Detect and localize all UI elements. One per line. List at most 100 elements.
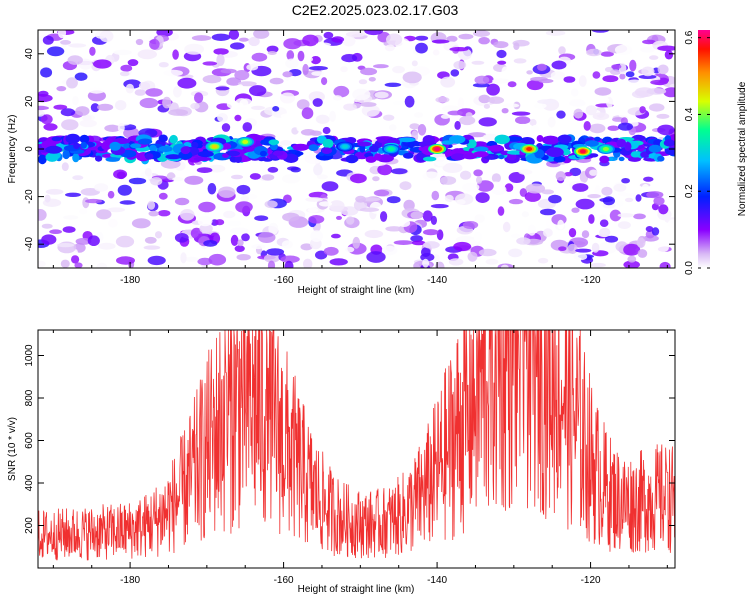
heatmap-band-blob	[618, 156, 625, 162]
heatmap-blob	[592, 71, 601, 79]
heatmap-blob	[174, 233, 189, 243]
heatmap-blob	[230, 234, 239, 246]
colorbar-tick-label: 0.0	[684, 261, 695, 275]
heatmap-blob	[155, 231, 162, 239]
heatmap-blob	[642, 39, 656, 45]
heatmap-blob	[147, 255, 166, 266]
heatmap-band-blob	[62, 149, 70, 160]
y-tick-label: 600	[24, 432, 35, 449]
heatmap-panel: -180 -160 -140 -120 -40 -20 0 20 40 Height of st…	[7, 29, 676, 296]
heatmap-blob	[657, 124, 675, 136]
heatmap-blob	[280, 140, 292, 146]
heatmap-blob	[321, 77, 328, 86]
heatmap-blob	[538, 78, 554, 84]
colorbar-tick-label: 0.6	[684, 30, 695, 44]
heatmap-blob	[267, 166, 279, 173]
heatmap-blob	[41, 223, 53, 229]
heatmap-blob	[280, 255, 300, 263]
heatmap-blob	[323, 31, 334, 39]
heatmap-band-blob	[95, 155, 103, 162]
heatmap-blob	[548, 194, 562, 204]
heatmap-band-blob	[45, 145, 63, 154]
heatmap-blob	[329, 200, 345, 212]
heatmap-blob	[588, 214, 595, 224]
heatmap-hotspot	[242, 139, 249, 144]
heatmap-blob	[656, 113, 670, 119]
heatmap-blob	[360, 102, 377, 107]
y-tick-label: 400	[24, 474, 35, 491]
heatmap-blob	[558, 246, 567, 251]
heatmap-blob	[641, 183, 650, 193]
heatmap-blob	[310, 230, 324, 242]
heatmap-blob	[502, 103, 520, 108]
heatmap-band-blob	[506, 150, 524, 155]
heatmap-blob	[331, 36, 345, 43]
heatmap-blob	[220, 68, 237, 74]
heatmap-blob	[658, 204, 669, 215]
heatmap-blob	[280, 113, 298, 119]
heatmap-blob	[508, 172, 525, 183]
heatmap-axes: -180 -160 -140 -120 -40 -20 0 20 40	[24, 30, 675, 286]
heatmap-band-blob	[227, 150, 240, 157]
heatmap-blob	[508, 198, 524, 205]
y-tick-label: 200	[24, 517, 35, 534]
heatmap-blob	[626, 79, 643, 85]
heatmap-blob	[402, 71, 422, 84]
heatmap-blob	[501, 108, 509, 114]
heatmap-blob	[459, 115, 476, 126]
heatmap-blob	[147, 200, 156, 210]
heatmap-blob	[112, 119, 132, 126]
heatmap-blob	[300, 129, 316, 136]
heatmap-blob	[197, 215, 213, 227]
heatmap-blob	[524, 191, 541, 202]
heatmap-blob	[422, 171, 440, 181]
heatmap-blob	[44, 194, 51, 203]
heatmap-blob	[567, 243, 578, 254]
heatmap-blob	[657, 64, 669, 75]
heatmap-blob	[465, 112, 473, 118]
heatmap-blob	[63, 215, 79, 220]
heatmap-band-blob	[630, 151, 641, 158]
heatmap-blob	[650, 79, 668, 85]
heatmap-blob	[88, 87, 105, 94]
heatmap-blob	[563, 76, 576, 83]
heatmap-blob	[180, 252, 187, 264]
heatmap-blob	[73, 162, 93, 168]
heatmap-blob	[72, 175, 84, 181]
colorbar-gradient	[698, 30, 710, 268]
heatmap-blob	[208, 253, 227, 266]
heatmap-blob	[643, 176, 654, 182]
heatmap-blob	[207, 183, 217, 195]
heatmap-blob	[561, 35, 570, 44]
heatmap-blob	[430, 215, 437, 225]
heatmap-blob	[266, 45, 279, 53]
heatmap-blob	[516, 237, 531, 245]
heatmap-blob	[430, 204, 449, 209]
heatmap-blob	[502, 221, 511, 233]
heatmap-blob	[46, 46, 65, 57]
heatmap-blob	[611, 64, 622, 70]
heatmap-blob	[61, 162, 69, 172]
heatmap-blob	[38, 105, 49, 111]
heatmap-blob	[456, 199, 466, 205]
heatmap-blob	[85, 198, 103, 204]
heatmap-blob	[578, 75, 587, 87]
heatmap-blob	[174, 197, 190, 206]
heatmap-blob	[337, 46, 344, 52]
heatmap-band-blob	[283, 153, 299, 163]
heatmap-blob	[296, 99, 310, 110]
heatmap-blob	[221, 123, 231, 132]
heatmap-blob	[184, 256, 199, 262]
heatmap-blob	[272, 106, 280, 112]
heatmap-blob	[83, 175, 99, 187]
heatmap-blob	[449, 47, 469, 52]
heatmap-blob	[640, 46, 655, 53]
heatmap-band-blob	[322, 138, 334, 149]
heatmap-blob	[340, 66, 348, 73]
heatmap-band-blob	[498, 154, 505, 160]
heatmap-band-blob	[536, 135, 544, 142]
heatmap-blob	[471, 60, 485, 65]
colorbar-label: Normalized spectral amplitude	[737, 81, 748, 216]
heatmap-blob	[352, 88, 371, 101]
heatmap-blob	[350, 173, 367, 184]
